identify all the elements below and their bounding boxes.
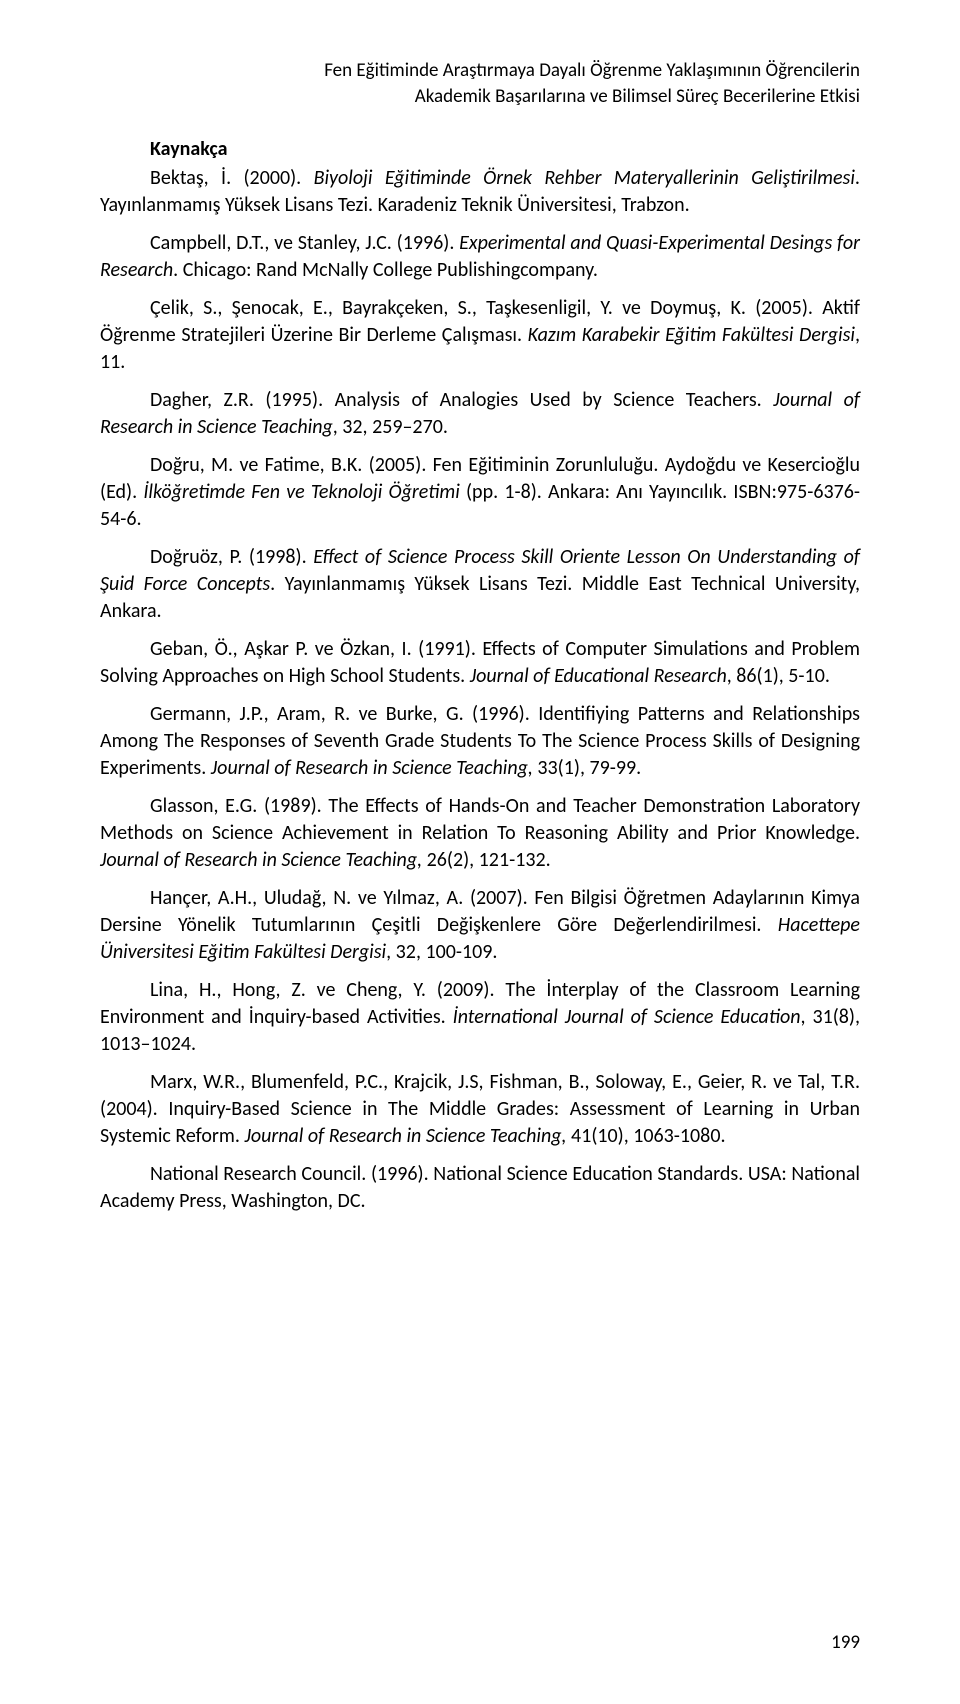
- ref-text-italic: Journal of Research in Science Teaching,: [244, 1124, 566, 1148]
- ref-text-post: , 32, 100-109.: [386, 940, 497, 964]
- reference-item: Doğru, M. ve Fatime, B.K. (2005). Fen Eğ…: [100, 452, 860, 533]
- ref-text-italic: Journal of Educational Research: [470, 664, 727, 688]
- header-line-2: Akademik Başarılarına ve Bilimsel Süreç …: [100, 84, 860, 110]
- reference-item: National Research Council. (1996). Natio…: [100, 1161, 860, 1215]
- ref-text-post: 26(2), 121-132.: [422, 848, 551, 872]
- section-title: Kaynakça: [150, 137, 860, 161]
- ref-text-pre: Glasson, E.G. (1989). The Effects of Han…: [100, 794, 860, 845]
- reference-item: Lina, H., Hong, Z. ve Cheng, Y. (2009). …: [100, 977, 860, 1058]
- ref-text-italic: İlköğretimde Fen ve Teknoloji Öğretimi: [143, 480, 459, 504]
- ref-text-pre: Bektaş, İ. (2000).: [150, 166, 314, 190]
- ref-text-italic: Journal of Research in Science Teaching,: [211, 756, 533, 780]
- reference-item: Campbell, D.T., ve Stanley, J.C. (1996).…: [100, 230, 860, 284]
- ref-text-post: , 86(1), 5-10.: [727, 664, 830, 688]
- ref-text-pre: Dagher, Z.R. (1995). Analysis of Analogi…: [150, 388, 773, 412]
- page-number: 199: [831, 1631, 860, 1654]
- ref-text-italic: İnternational Journal of Science Educati…: [453, 1005, 801, 1029]
- ref-text-post: , 32, 259–270.: [333, 415, 448, 439]
- reference-item: Doğruöz, P. (1998). Effect of Science Pr…: [100, 544, 860, 625]
- ref-text-italic: Journal of Research in Science Teaching,: [100, 848, 422, 872]
- ref-text-post: 33(1), 79-99.: [533, 756, 641, 780]
- reference-item: Germann, J.P., Aram, R. ve Burke, G. (19…: [100, 701, 860, 782]
- reference-item: Hançer, A.H., Uludağ, N. ve Yılmaz, A. (…: [100, 885, 860, 966]
- header-line-1: Fen Eğitiminde Araştırmaya Dayalı Öğrenm…: [100, 58, 860, 84]
- running-header: Fen Eğitiminde Araştırmaya Dayalı Öğrenm…: [100, 58, 860, 109]
- ref-text-post: . Chicago: Rand McNally College Publishi…: [173, 258, 598, 282]
- reference-item: Glasson, E.G. (1989). The Effects of Han…: [100, 793, 860, 874]
- ref-text-pre: Hançer, A.H., Uludağ, N. ve Yılmaz, A. (…: [100, 886, 860, 937]
- ref-text-pre: Campbell, D.T., ve Stanley, J.C. (1996).: [150, 231, 459, 255]
- reference-item: Bektaş, İ. (2000). Biyoloji Eğitiminde Ö…: [100, 165, 860, 219]
- ref-text-italic: Kazım Karabekir Eğitim Fakültesi Dergisi: [528, 323, 855, 347]
- ref-text-pre: National Research Council. (1996). Natio…: [100, 1162, 860, 1213]
- ref-text-pre: Doğruöz, P. (1998).: [150, 545, 313, 569]
- reference-item: Çelik, S., Şenocak, E., Bayrakçeken, S.,…: [100, 295, 860, 376]
- ref-text-post: 41(10), 1063-1080.: [567, 1124, 726, 1148]
- ref-text-italic: Biyoloji Eğitiminde Örnek Rehber Materya…: [314, 166, 855, 190]
- reference-item: Dagher, Z.R. (1995). Analysis of Analogi…: [100, 387, 860, 441]
- reference-item: Geban, Ö., Aşkar P. ve Özkan, I. (1991).…: [100, 636, 860, 690]
- reference-item: Marx, W.R., Blumenfeld, P.C., Krajcik, J…: [100, 1069, 860, 1150]
